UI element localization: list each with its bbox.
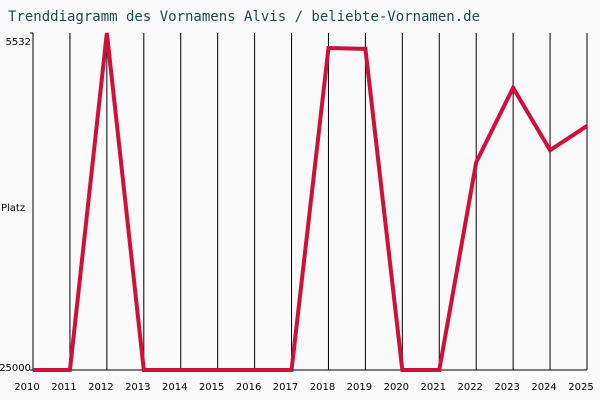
- x-tick-label: 2024: [531, 382, 556, 393]
- x-tick-label: 2012: [88, 382, 113, 393]
- x-tick-label: 2015: [199, 382, 224, 393]
- x-tick-label: 2019: [347, 382, 372, 393]
- x-tick-label: 2017: [273, 382, 298, 393]
- y-tick-label: 5532: [6, 37, 31, 48]
- x-tick-label: 2010: [14, 382, 39, 393]
- x-tick-label: 2021: [421, 382, 446, 393]
- x-tick-label: 2025: [568, 382, 593, 393]
- x-tick-label: 2013: [125, 382, 150, 393]
- x-tick-label: 2014: [162, 382, 187, 393]
- y-axis-label: Platz: [1, 203, 25, 214]
- x-tick-label: 2020: [384, 382, 409, 393]
- x-tick-label: 2022: [457, 382, 482, 393]
- data-line: [33, 32, 589, 372]
- x-tick-label: 2016: [236, 382, 261, 393]
- chart-title: Trenddiagramm des Vornamens Alvis / beli…: [8, 9, 480, 25]
- x-tick-label: 2011: [51, 382, 76, 393]
- x-tick-label: 2018: [310, 382, 335, 393]
- x-tick-label: 2023: [494, 382, 519, 393]
- y-tick-label: 25000: [0, 363, 31, 374]
